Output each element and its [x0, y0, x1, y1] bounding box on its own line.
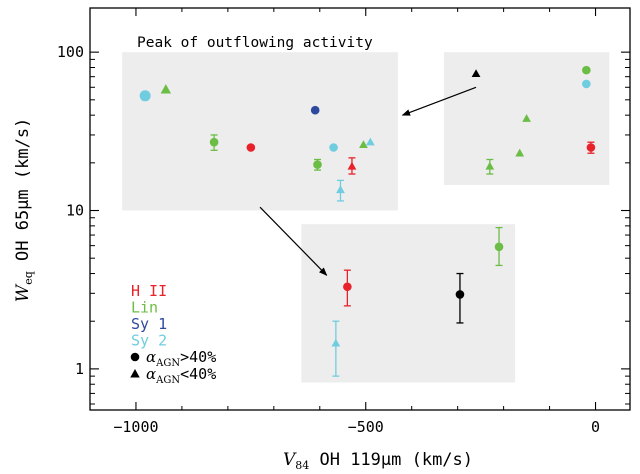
x-tick-label: −500	[348, 418, 384, 436]
triangle-marker	[485, 161, 495, 170]
data-point-hii	[343, 269, 352, 307]
data-point-lin	[359, 140, 368, 149]
x-axis-label: V84 OH 119μm (km/s)	[283, 450, 473, 472]
triangle-marker	[522, 114, 531, 122]
plot-frame	[89, 7, 631, 411]
legend-alpha-symbol: α	[146, 365, 156, 383]
y-tick-label: 100	[57, 43, 84, 61]
circle-marker	[343, 282, 352, 292]
peak-annotation-label: Peak of outflowing activity	[137, 35, 373, 51]
lower-region-box	[301, 224, 516, 383]
triangle-marker	[347, 161, 357, 170]
legend-threshold: <40%	[180, 365, 216, 383]
data-point-sy2	[139, 90, 151, 102]
legend-entry-sy2: Sy 2	[131, 332, 167, 350]
data-point-sy2	[329, 143, 338, 152]
data-point-lin	[209, 134, 219, 151]
data-point-sy2	[365, 137, 375, 146]
data-point-hii	[586, 141, 596, 154]
data-point-lin	[582, 65, 591, 75]
x-axis-variable: V	[283, 450, 297, 470]
x-axis-subscript: 84	[295, 459, 309, 472]
triangle-marker	[365, 137, 375, 146]
legend-entry-hii: H II	[131, 282, 167, 300]
axis-ticks: −1000 −500 0 1 10 100	[57, 8, 630, 436]
data-point-lin	[522, 114, 531, 122]
circle-marker	[310, 105, 320, 115]
triangle-marker	[336, 185, 345, 194]
arrow-to-peak-region	[401, 86, 477, 116]
y-tick-label: 1	[75, 360, 84, 378]
circle-marker	[313, 160, 322, 169]
legend-circle-marker	[130, 352, 140, 362]
legend-threshold: >40%	[180, 348, 216, 366]
legend-entry-lin: Lin	[131, 299, 158, 317]
y-axis-subscript: eq	[22, 271, 35, 285]
data-point-lin	[485, 158, 495, 175]
data-point-other	[455, 272, 465, 324]
triangle-marker	[359, 140, 368, 149]
annotation-arrows	[259, 86, 477, 276]
data-point-sy1	[310, 105, 320, 115]
y-tick-label: 10	[66, 202, 84, 220]
circle-marker	[494, 242, 504, 252]
triangle-marker	[331, 338, 341, 347]
x-axis-text: OH 119μm (km/s)	[309, 450, 473, 470]
legend-marker-label: αAGN<40%	[146, 365, 216, 386]
legend-entry-sy1: Sy 1	[131, 315, 167, 333]
legend-alpha-subscript: AGN	[155, 358, 180, 369]
data-point-hii	[347, 157, 357, 175]
legend-alpha-symbol: α	[146, 348, 156, 366]
circle-marker	[586, 143, 596, 152]
legend-triangle-marker	[130, 369, 140, 378]
triangle-marker	[471, 69, 481, 78]
circle-marker	[455, 290, 465, 299]
legend-marker-label: αAGN>40%	[146, 348, 216, 369]
data-point-lin	[160, 84, 172, 94]
circle-marker	[139, 90, 151, 102]
x-tick-label: 0	[591, 418, 600, 436]
data-point-lin	[515, 148, 525, 157]
data-point-hii	[246, 143, 256, 152]
x-tick-label: −1000	[113, 418, 158, 436]
y-axis-variable: W	[13, 283, 33, 302]
circle-marker	[582, 79, 591, 89]
data-point-lin	[494, 226, 504, 267]
y-axis-text: OH 65μm (km/s)	[13, 118, 33, 272]
y-axis-label: Weq OH 65μm (km/s)	[13, 118, 35, 303]
data-point-lin	[313, 158, 322, 171]
data-points	[139, 65, 596, 377]
circle-marker	[329, 143, 338, 152]
highlight-boxes	[122, 52, 610, 383]
circle-marker	[209, 137, 219, 147]
data-point-sy2	[336, 179, 345, 202]
data-point-other	[471, 69, 481, 78]
circle-marker	[246, 143, 256, 152]
data-point-sy2	[582, 79, 591, 89]
peak-region-box	[122, 52, 398, 211]
data-point-sy2	[331, 320, 341, 377]
arrow-to-lower-region	[259, 206, 328, 276]
legend-alpha-subscript: AGN	[155, 375, 180, 386]
triangle-marker	[160, 84, 172, 94]
circle-marker	[582, 65, 591, 75]
triangle-marker	[515, 148, 525, 157]
